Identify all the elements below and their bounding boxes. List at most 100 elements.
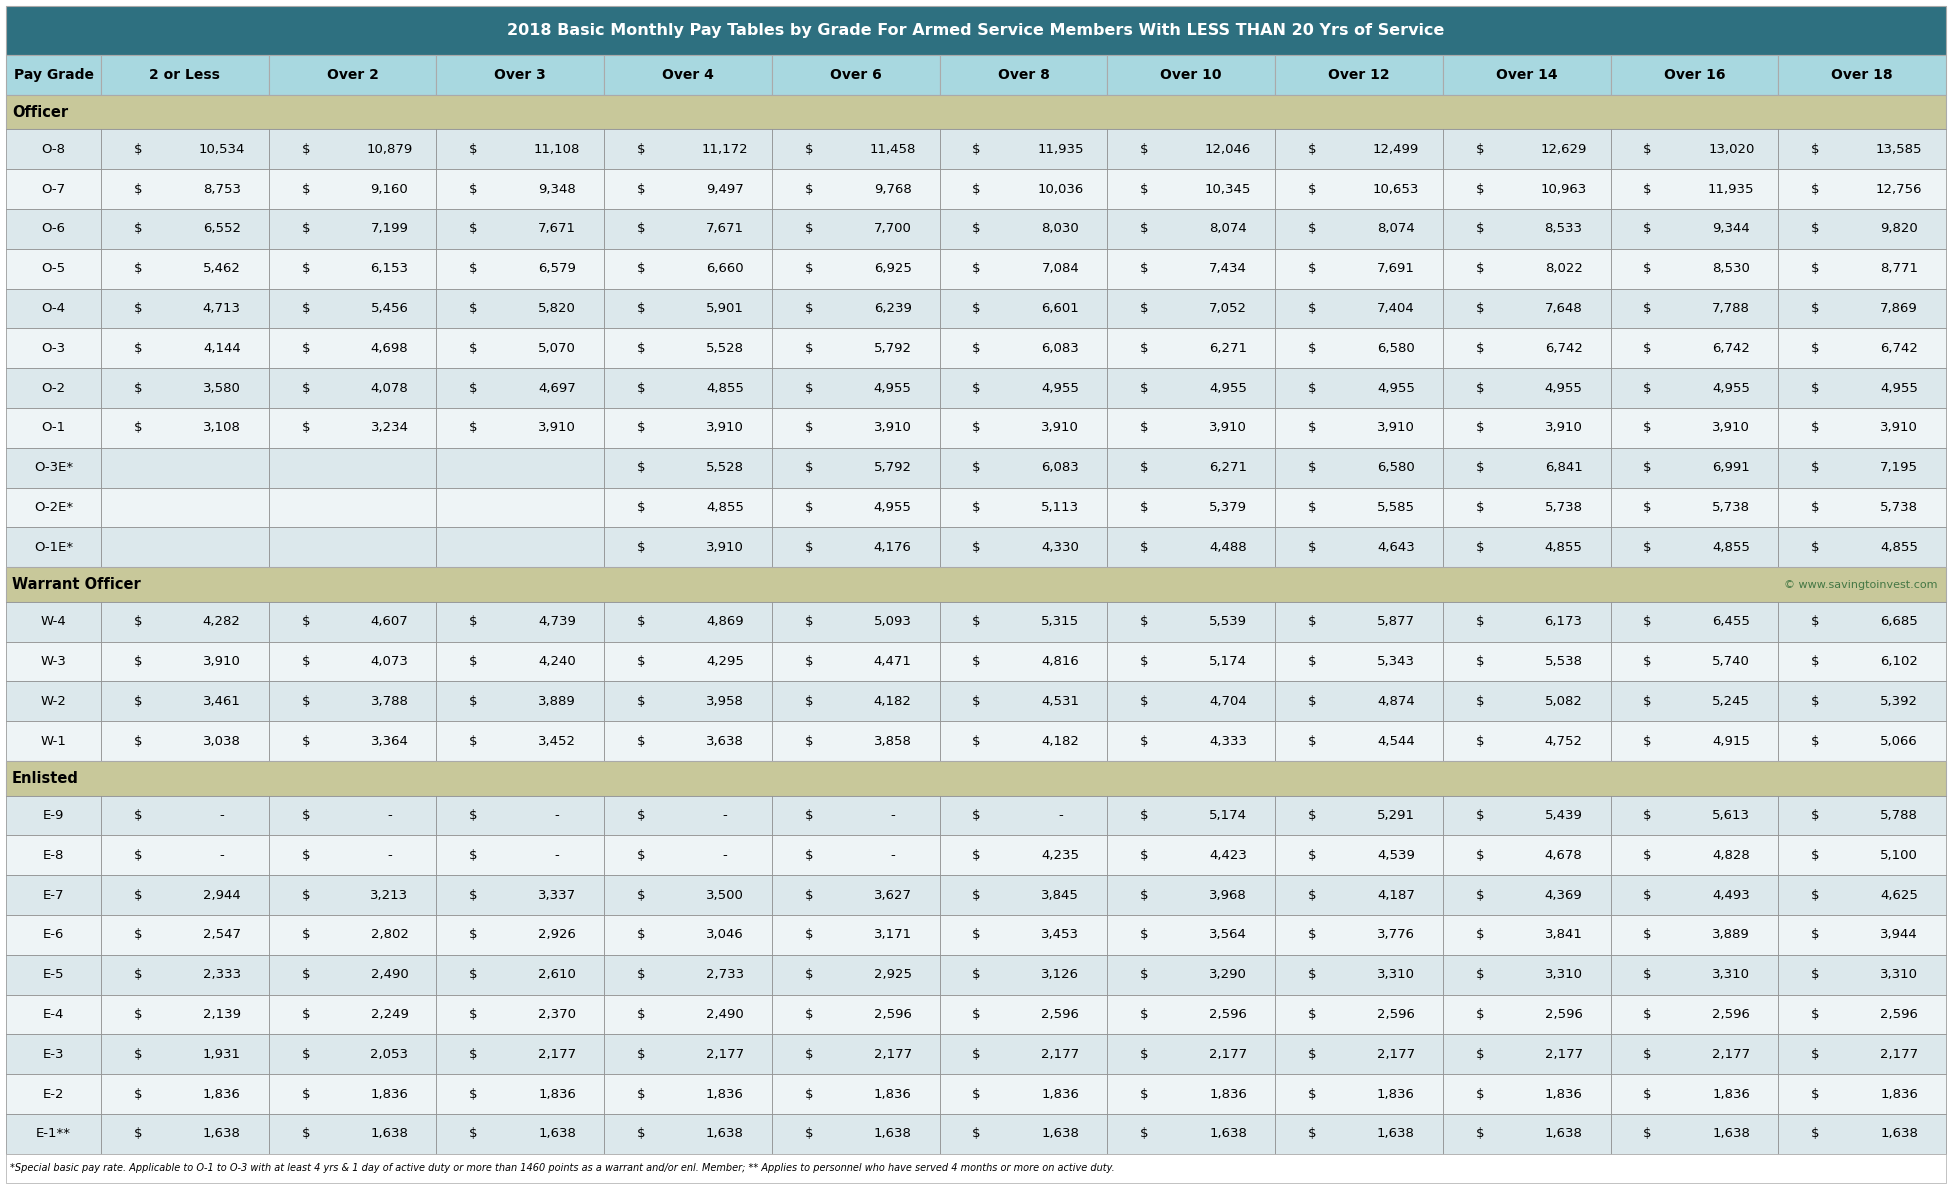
Bar: [1610, 994, 1778, 1034]
Text: 6,580: 6,580: [1376, 342, 1415, 354]
Text: $: $: [1308, 1048, 1316, 1061]
Text: 5,315: 5,315: [1040, 615, 1079, 628]
Bar: [771, 528, 939, 567]
Text: Over 10: Over 10: [1161, 68, 1222, 82]
Text: $: $: [972, 541, 980, 554]
Text: 9,768: 9,768: [874, 183, 912, 196]
Text: $: $: [1476, 1088, 1484, 1101]
Text: 9,160: 9,160: [371, 183, 408, 196]
Text: $: $: [636, 541, 646, 554]
Text: $: $: [301, 1008, 310, 1021]
Text: 4,531: 4,531: [1042, 694, 1079, 707]
Text: $: $: [972, 968, 980, 981]
Bar: [1443, 209, 1610, 249]
Text: 7,199: 7,199: [371, 222, 408, 235]
Text: $: $: [468, 222, 478, 235]
Bar: [1275, 130, 1443, 169]
Bar: [437, 249, 605, 289]
Bar: [102, 836, 269, 875]
Bar: [102, 916, 269, 955]
Bar: [269, 955, 437, 994]
Text: $: $: [1308, 382, 1316, 395]
Bar: [1778, 836, 1946, 875]
Text: $: $: [636, 929, 646, 942]
Text: 3,500: 3,500: [707, 888, 744, 901]
Bar: [939, 289, 1107, 328]
Text: $: $: [133, 694, 142, 707]
Text: $: $: [636, 382, 646, 395]
Bar: [269, 1074, 437, 1114]
Bar: [605, 1114, 771, 1153]
Text: $: $: [1644, 1127, 1651, 1140]
Bar: [605, 209, 771, 249]
Text: $: $: [1811, 968, 1819, 981]
Text: $: $: [1140, 342, 1148, 354]
Bar: [939, 681, 1107, 722]
Bar: [6, 408, 102, 448]
Bar: [437, 955, 605, 994]
Text: 3,364: 3,364: [371, 735, 408, 748]
Bar: [939, 369, 1107, 408]
Text: E-2: E-2: [43, 1088, 64, 1101]
Text: Enlisted: Enlisted: [12, 770, 78, 786]
Text: 1,638: 1,638: [1208, 1127, 1247, 1140]
Text: 1,836: 1,836: [1712, 1088, 1751, 1101]
Bar: [605, 55, 771, 95]
Bar: [1443, 722, 1610, 761]
Text: 4,855: 4,855: [1544, 541, 1583, 554]
Text: $: $: [972, 809, 980, 822]
Bar: [1778, 328, 1946, 369]
Bar: [1778, 169, 1946, 209]
Bar: [939, 602, 1107, 642]
Text: 8,074: 8,074: [1376, 222, 1415, 235]
Text: $: $: [133, 849, 142, 862]
Bar: [6, 1074, 102, 1114]
Bar: [1107, 795, 1275, 836]
Text: 5,070: 5,070: [539, 342, 576, 354]
Text: 3,171: 3,171: [874, 929, 912, 942]
Bar: [1443, 369, 1610, 408]
Bar: [939, 836, 1107, 875]
Text: $: $: [1644, 541, 1651, 554]
Text: 3,337: 3,337: [539, 888, 576, 901]
Bar: [6, 6, 1946, 55]
Text: $: $: [1476, 421, 1484, 434]
Text: 4,544: 4,544: [1376, 735, 1415, 748]
Text: $: $: [468, 302, 478, 315]
Text: 10,879: 10,879: [367, 143, 412, 156]
Text: $: $: [133, 1008, 142, 1021]
Text: $: $: [1308, 968, 1316, 981]
Text: 3,310: 3,310: [1544, 968, 1583, 981]
Bar: [1610, 1074, 1778, 1114]
Bar: [771, 408, 939, 448]
Bar: [939, 169, 1107, 209]
Text: 4,295: 4,295: [707, 655, 744, 668]
Bar: [1275, 369, 1443, 408]
Text: $: $: [1476, 655, 1484, 668]
Bar: [1778, 602, 1946, 642]
Bar: [605, 487, 771, 528]
Text: $: $: [1308, 1008, 1316, 1021]
Text: $: $: [1476, 342, 1484, 354]
Text: $: $: [972, 143, 980, 156]
Text: 4,678: 4,678: [1544, 849, 1583, 862]
Text: $: $: [1308, 143, 1316, 156]
Bar: [771, 1074, 939, 1114]
Bar: [437, 1074, 605, 1114]
Text: $: $: [636, 461, 646, 474]
Text: -: -: [722, 849, 728, 862]
Text: $: $: [972, 929, 980, 942]
Text: $: $: [804, 382, 814, 395]
Bar: [771, 836, 939, 875]
Bar: [6, 95, 1946, 130]
Text: 8,530: 8,530: [1712, 263, 1751, 275]
Bar: [771, 209, 939, 249]
Bar: [1443, 955, 1610, 994]
Text: 1,836: 1,836: [874, 1088, 912, 1101]
Text: 1,638: 1,638: [1376, 1127, 1415, 1140]
Text: 3,046: 3,046: [707, 929, 744, 942]
Bar: [771, 130, 939, 169]
Bar: [1778, 289, 1946, 328]
Text: Over 14: Over 14: [1495, 68, 1558, 82]
Text: $: $: [636, 222, 646, 235]
